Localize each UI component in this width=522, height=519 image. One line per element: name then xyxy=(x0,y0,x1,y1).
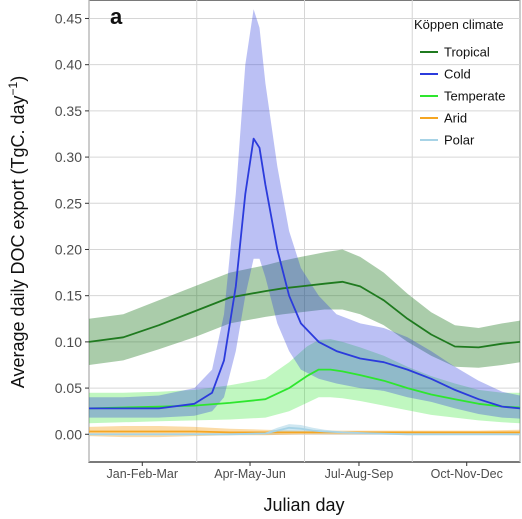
line-temperate xyxy=(88,368,521,410)
legend-label-arid: Arid xyxy=(444,111,467,126)
band-cold xyxy=(89,9,520,419)
x-tick-label-1: Apr-May-Jun xyxy=(214,467,286,481)
line-polar xyxy=(89,426,520,436)
y-tick-label-6: 0.30 xyxy=(55,149,82,165)
legend-title: Köppen climate xyxy=(414,17,504,32)
x-tick-label-2: Jul-Aug-Sep xyxy=(325,467,394,481)
y-axis-ticks: 0.00 0.05 0.10 0.15 0.20 0.25 0.30 0.35 0.40 0.45 xyxy=(55,10,89,442)
y-tick-label-2: 0.10 xyxy=(55,334,82,350)
legend: Köppen climate Tropical Cold Temperate Arid… xyxy=(414,17,505,148)
band-tropical xyxy=(89,249,520,368)
legend-label-cold: Cold xyxy=(444,67,471,82)
y-axis-title-main: Average daily DOC export (TgC. day xyxy=(8,95,28,388)
legend-label-polar: Polar xyxy=(444,133,475,148)
line-arid xyxy=(89,430,520,434)
legend-label-tropical: Tropical xyxy=(444,45,490,60)
y-tick-label-3: 0.15 xyxy=(55,288,82,304)
line-tropical xyxy=(88,280,521,349)
line-cold xyxy=(89,137,521,410)
x-axis-ticks: Jan-Feb-Mar Apr-May-Jun Jul-Aug-Sep Oct-Nov… xyxy=(107,462,503,481)
x-axis-title: Julian day xyxy=(263,495,344,515)
y-tick-label-4: 0.20 xyxy=(55,241,82,257)
x-tick-label-3: Oct-Nov-Dec xyxy=(431,467,503,481)
y-tick-label-0: 0.00 xyxy=(55,426,82,442)
y-tick-label-1: 0.05 xyxy=(55,380,82,396)
legend-items: Tropical Cold Temperate Arid Polar xyxy=(420,45,505,148)
y-tick-label-9: 0.45 xyxy=(55,10,82,26)
panel-label: a xyxy=(110,4,123,29)
y-axis-title-close: ) xyxy=(8,76,28,82)
line-layer xyxy=(88,137,521,436)
legend-label-temperate: Temperate xyxy=(444,89,505,104)
y-tick-label-5: 0.25 xyxy=(55,195,82,211)
y-axis-title: Average daily DOC export (TgC. day−1) xyxy=(6,76,28,388)
y-axis-title-superscript: −1 xyxy=(6,81,20,95)
y-tick-label-7: 0.35 xyxy=(55,103,82,119)
y-tick-label-8: 0.40 xyxy=(55,57,82,73)
x-tick-label-0: Jan-Feb-Mar xyxy=(107,467,179,481)
grid-layer xyxy=(88,0,521,462)
